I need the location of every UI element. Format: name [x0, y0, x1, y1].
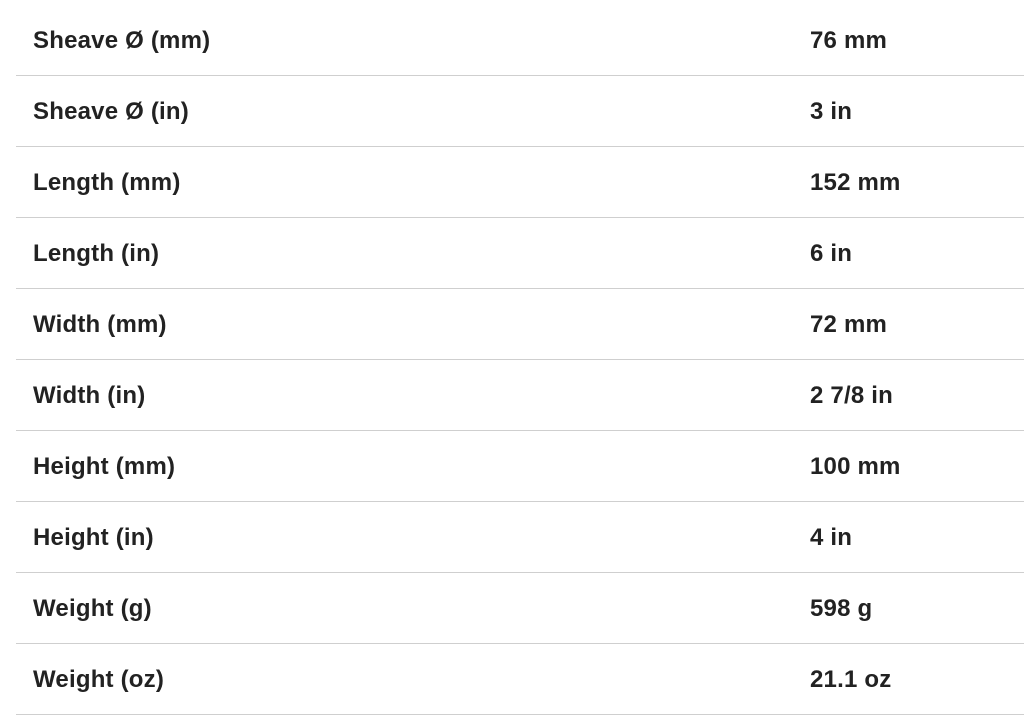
- spec-label: Height (in): [33, 524, 154, 551]
- spec-row: Length (in) 6 in: [16, 218, 1024, 289]
- spec-value: 3 in: [810, 98, 853, 125]
- spec-row: Weight (g) 598 g: [16, 573, 1024, 644]
- spec-row: Width (in) 2 7/8 in: [16, 360, 1024, 431]
- spec-label: Width (mm): [33, 311, 167, 338]
- spec-label: Height (mm): [33, 453, 176, 480]
- specs-table: Sheave Ø (mm) 76 mm Sheave Ø (in) 3 in Lengt…: [16, 5, 1024, 715]
- spec-label: Width (in): [33, 382, 146, 409]
- spec-row: Sheave Ø (mm) 76 mm: [16, 5, 1024, 76]
- spec-value: 76 mm: [810, 27, 888, 54]
- spec-value: 100 mm: [810, 453, 901, 480]
- spec-value: 6 in: [810, 240, 853, 267]
- spec-row: Sheave Ø (in) 3 in: [16, 76, 1024, 147]
- spec-label: Weight (g): [33, 595, 152, 622]
- spec-value: 598 g: [810, 595, 873, 622]
- spec-value: 2 7/8 in: [810, 382, 893, 409]
- spec-value: 152 mm: [810, 169, 901, 196]
- spec-value: 72 mm: [810, 311, 888, 338]
- spec-label: Length (mm): [33, 169, 181, 196]
- spec-label: Length (in): [33, 240, 160, 267]
- spec-value: 21.1 oz: [810, 666, 892, 693]
- spec-row: Length (mm) 152 mm: [16, 147, 1024, 218]
- spec-label: Sheave Ø (in): [33, 98, 189, 125]
- spec-row: Height (in) 4 in: [16, 502, 1024, 573]
- spec-row: Width (mm) 72 mm: [16, 289, 1024, 360]
- spec-label: Sheave Ø (mm): [33, 27, 211, 54]
- spec-value: 4 in: [810, 524, 853, 551]
- spec-row: Height (mm) 100 mm: [16, 431, 1024, 502]
- spec-row: Weight (oz) 21.1 oz: [16, 644, 1024, 715]
- spec-label: Weight (oz): [33, 666, 165, 693]
